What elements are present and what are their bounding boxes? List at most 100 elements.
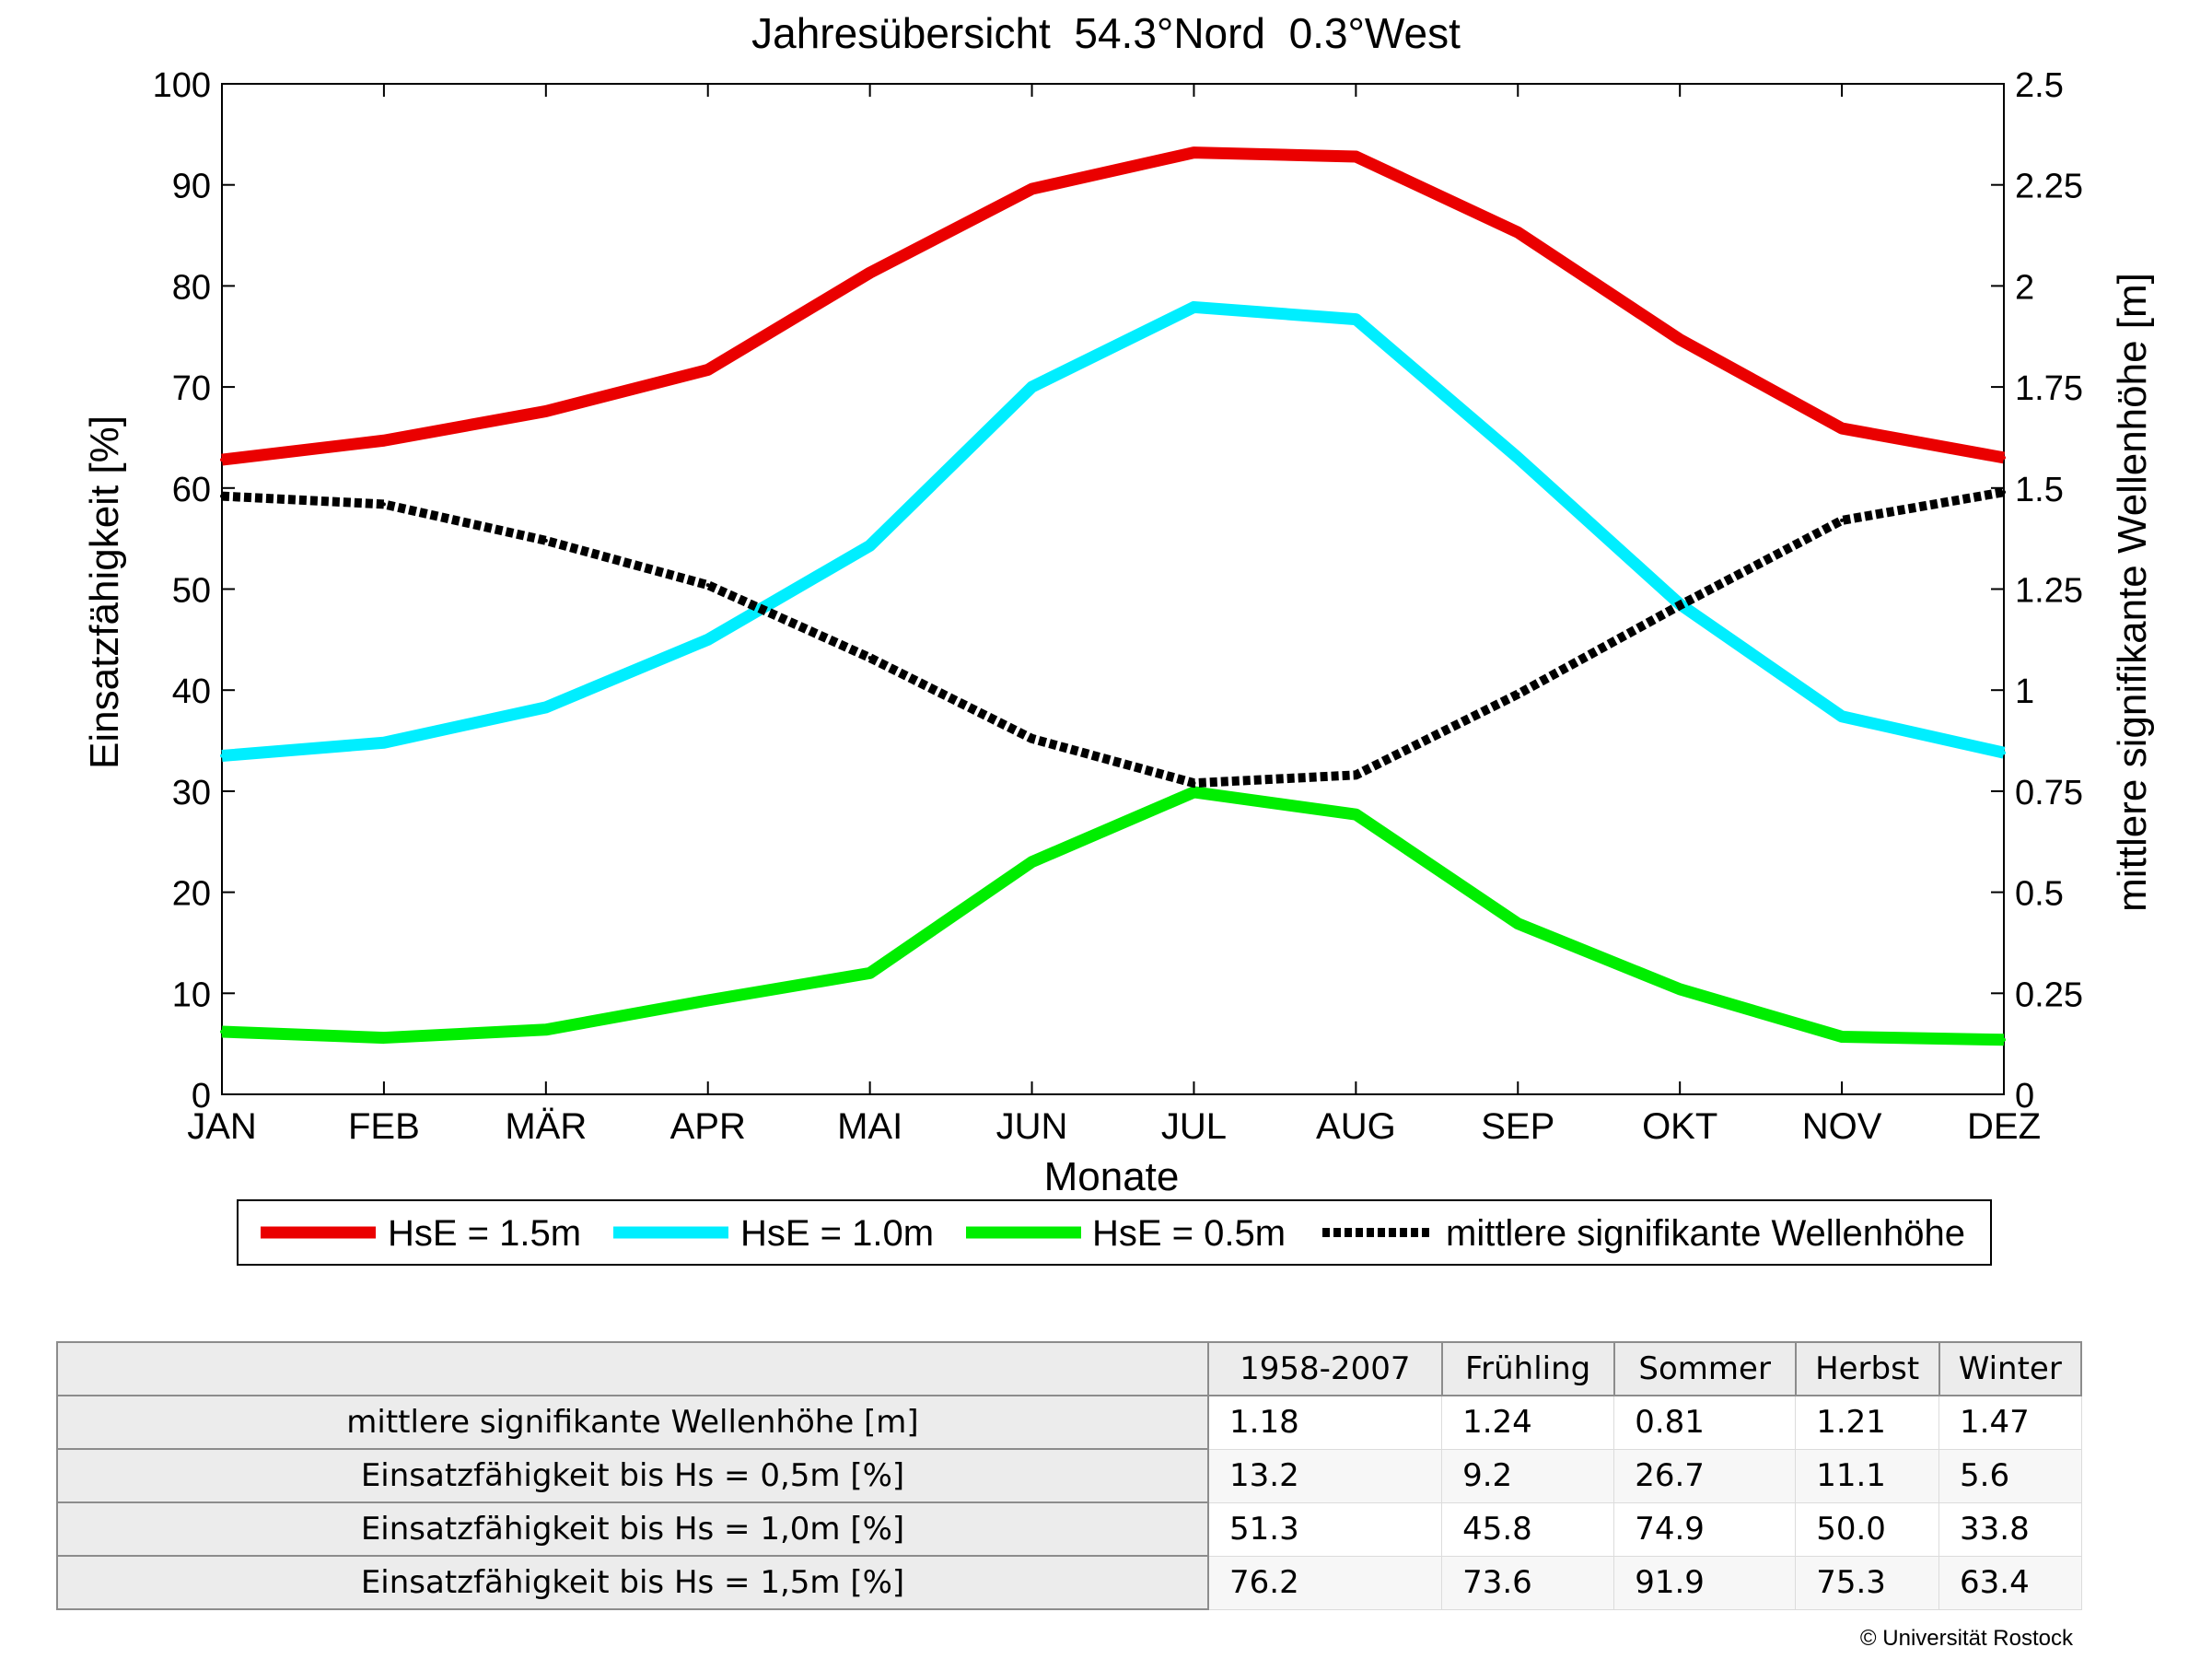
series-line <box>221 487 2005 789</box>
table-cell: 1.24 <box>1441 1395 1615 1450</box>
data-point <box>1030 736 1034 741</box>
table-cell: 76.2 <box>1207 1555 1443 1610</box>
legend-label: HsE = 0.5m <box>1092 1213 1286 1254</box>
row-label: Einsatzfähigkeit bis Hs = 0,5m [%] <box>56 1448 1209 1503</box>
legend-label: HsE = 1.0m <box>740 1213 934 1254</box>
table-cell: 63.4 <box>1938 1555 2082 1610</box>
data-point <box>1840 714 1845 719</box>
chart: Jahresübersicht 54.3°Nord 0.3°West 01020… <box>82 9 2155 1266</box>
table-cell: 11.1 <box>1795 1448 1940 1503</box>
x-tick-label: SEP <box>1481 1106 1554 1147</box>
data-point <box>1516 455 1520 460</box>
table-cell: 91.9 <box>1613 1555 1797 1610</box>
data-point <box>220 458 224 462</box>
data-point <box>1192 150 1196 155</box>
x-tick-label: JUL <box>1161 1106 1227 1147</box>
data-point <box>1030 859 1034 864</box>
data-point <box>381 502 386 507</box>
table-header-row: 1958-2007 Frühling Sommer Herbst Winter <box>56 1341 2083 1396</box>
table-cell: 33.8 <box>1938 1501 2082 1557</box>
table-cell: 9.2 <box>1441 1448 1615 1503</box>
x-tick-label: JUN <box>996 1106 1068 1147</box>
chart-title: Jahresübersicht 54.3°Nord 0.3°West <box>751 9 1461 57</box>
data-point <box>867 271 872 275</box>
data-point <box>2002 1037 2006 1042</box>
y-tick-label-right: 1 <box>2015 672 2034 711</box>
data-point <box>2002 490 2006 495</box>
data-point <box>1192 789 1196 794</box>
plot-frame <box>221 83 2005 1095</box>
legend-box <box>237 1199 1992 1266</box>
table-cell: 50.0 <box>1795 1501 1940 1557</box>
data-point <box>1516 230 1520 235</box>
row-label: Einsatzfähigkeit bis Hs = 1,5m [%] <box>56 1555 1209 1610</box>
y-tick-label-right: 0.5 <box>2015 875 2064 914</box>
data-point <box>1516 692 1520 696</box>
y-tick-label-left: 70 <box>172 369 211 408</box>
row-label: Einsatzfähigkeit bis Hs = 1,0m [%] <box>56 1501 1209 1557</box>
data-point <box>705 998 710 1002</box>
legend-label: mittlere signifikante Wellenhöhe <box>1446 1213 1965 1254</box>
y-tick-label-right: 1.75 <box>2015 369 2083 408</box>
series-line <box>221 146 2006 466</box>
table-cell: 13.2 <box>1207 1448 1443 1503</box>
y-tick-label-right: 2.25 <box>2015 168 2083 206</box>
x-tick-label: FEB <box>348 1106 420 1147</box>
column-header: Herbst <box>1794 1341 1940 1396</box>
x-tick-label: MÄR <box>505 1106 587 1147</box>
x-axis-label: Monate <box>1044 1154 1180 1199</box>
data-point <box>1678 337 1682 342</box>
series-layer <box>220 146 2006 1046</box>
data-point <box>1678 987 1682 991</box>
y-tick-label-left: 80 <box>172 268 211 307</box>
data-point <box>705 368 710 372</box>
y-tick-label-right: 2.5 <box>2015 66 2064 105</box>
table-corner-cell <box>56 1341 1209 1396</box>
y-tick-label-left: 20 <box>172 875 211 914</box>
y-tick-label-left: 40 <box>172 672 211 711</box>
data-point <box>220 1029 224 1034</box>
data-point <box>2002 751 2006 755</box>
data-point <box>543 705 548 709</box>
table-cell: 75.3 <box>1795 1555 1940 1610</box>
column-header: Frühling <box>1440 1341 1615 1396</box>
plot-area <box>221 83 2005 1095</box>
data-point <box>1516 921 1520 926</box>
data-point <box>1840 1034 1845 1039</box>
axes: 0 10 20 30 40 50 60 70 80 90 100 0 0.25 0.5 0.75 1 1.25 1… <box>153 66 2083 1147</box>
data-point <box>381 438 386 443</box>
table-cell: 45.8 <box>1441 1501 1615 1557</box>
data-point <box>1354 812 1358 817</box>
column-header: 1958-2007 <box>1207 1341 1443 1396</box>
table-row: Einsatzfähigkeit bis Hs = 1,0m [%] 51.3 … <box>56 1501 2082 1557</box>
data-point <box>220 754 224 758</box>
data-point <box>867 971 872 976</box>
y-tick-label-left: 10 <box>172 976 211 1014</box>
y-tick-label-right: 2 <box>2015 268 2034 307</box>
x-tick-label: AUG <box>1316 1106 1396 1147</box>
table-cell: 5.6 <box>1938 1448 2082 1503</box>
table-row: mittlere signifikante Wellenhöhe [m] 1.1… <box>56 1395 2082 1450</box>
summary-table: 1958-2007 Frühling Sommer Herbst Winter … <box>56 1341 2083 1610</box>
table-cell: 1.18 <box>1207 1395 1443 1450</box>
data-point <box>1354 154 1358 158</box>
data-point <box>2002 455 2006 460</box>
data-point <box>867 656 872 660</box>
x-tick-label: DEZ <box>1967 1106 2041 1147</box>
data-point <box>1840 426 1845 431</box>
table-cell: 73.6 <box>1441 1555 1615 1610</box>
table-cell: 1.47 <box>1938 1395 2082 1450</box>
data-point <box>867 543 872 548</box>
data-point <box>381 1035 386 1040</box>
y-tick-label-right: 1.5 <box>2015 471 2064 509</box>
y-tick-label-right: 0 <box>2015 1077 2034 1116</box>
y-tick-label-left: 30 <box>172 774 211 812</box>
y-axis-label-right: mittlere signifikante Wellenhöhe [m] <box>2110 273 2155 912</box>
data-point <box>543 409 548 414</box>
data-point <box>1354 317 1358 321</box>
x-tick-label: APR <box>670 1106 746 1147</box>
table-row: Einsatzfähigkeit bis Hs = 0,5m [%] 13.2 … <box>56 1448 2082 1503</box>
column-header: Winter <box>1938 1341 2083 1396</box>
y-tick-label-right: 0.25 <box>2015 976 2083 1014</box>
data-point <box>381 741 386 745</box>
